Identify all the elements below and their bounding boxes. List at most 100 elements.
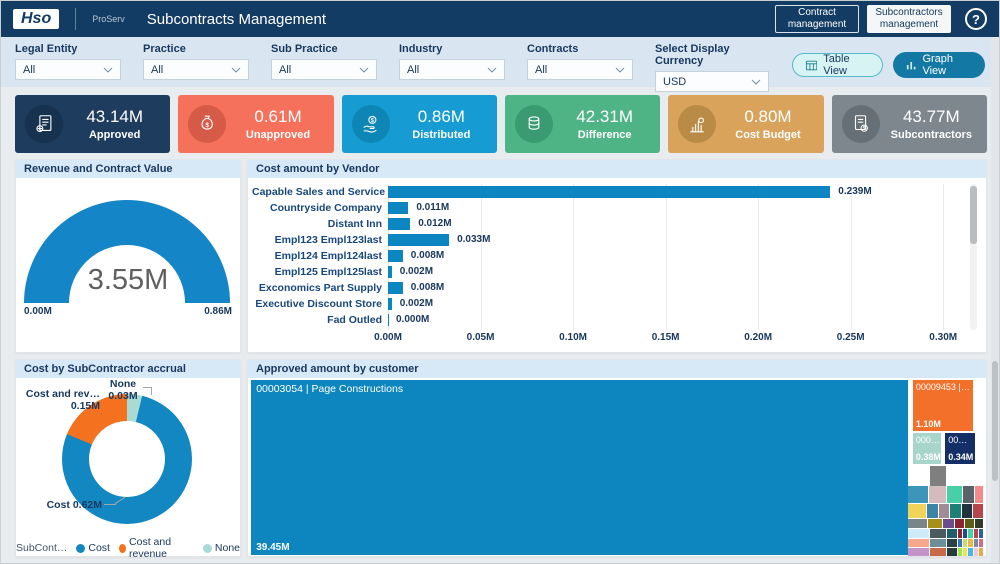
subcontractors-management-button[interactable]: Subcontractors management [867,5,951,33]
scrollbar-thumb[interactable] [970,186,977,244]
graph-view-button[interactable]: Graph View [893,52,985,78]
treemap-cell[interactable] [963,548,968,557]
treemap-cell[interactable] [973,504,983,518]
kpi-card-difference[interactable]: 42.31M Difference [504,95,661,153]
bar[interactable] [388,186,831,198]
treemap-cell[interactable] [968,529,973,538]
bar[interactable] [388,298,392,310]
treemap-cell[interactable]: 00… 0.34M [945,433,976,464]
table-view-button[interactable]: Table View [792,53,884,77]
treemap-cell[interactable] [958,529,963,538]
treemap-cell[interactable] [929,538,946,548]
treemap-cell[interactable] [973,538,978,548]
treemap-cell[interactable] [973,548,978,557]
panel-title: Cost amount by Vendor [248,160,986,178]
treemap-cell[interactable]: 00003054 | Page Constructions 39.45M [251,379,908,556]
callout-line [143,387,152,388]
bar[interactable] [388,250,403,262]
kpi-text: 43.14M Approved [69,107,160,141]
bar[interactable] [388,202,409,214]
treemap-cell[interactable] [968,548,973,557]
treemap-cell[interactable] [908,548,929,557]
treemap-cell[interactable] [908,529,929,538]
chevron-down-icon [231,67,241,73]
bar[interactable] [388,282,403,294]
treemap-cell[interactable] [978,529,983,538]
treemap-cell[interactable] [973,529,978,538]
treemap-cell[interactable] [908,485,928,504]
kpi-card-distributed[interactable]: $ 0.86M Distributed [341,95,497,153]
kpi-card-unapproved[interactable]: $ 0.61M Unapproved [178,95,334,153]
legend-item[interactable]: None [202,536,240,560]
treemap-cell-label: 00… [948,435,968,446]
treemap-cell[interactable] [950,504,961,518]
help-icon[interactable]: ? [965,8,987,30]
bar-value-label: 0.002M [399,266,434,277]
bar[interactable] [388,266,392,278]
legend-dot [76,543,86,553]
treemap-cell[interactable] [965,518,975,529]
treemap-cell[interactable] [958,538,963,548]
treemap-body: 00003054 | Page Constructions 39.45M 00009… [249,379,985,557]
treemap-cell[interactable] [974,485,983,504]
treemap-cell[interactable] [908,538,929,548]
treemap-cell[interactable] [928,485,946,504]
treemap-cell[interactable] [946,538,958,548]
bar-category-label: Exconomics Part Supply [258,282,382,294]
sub-practice-dropdown[interactable]: All [271,59,377,80]
treemap-cell[interactable] [978,548,983,557]
treemap-cell[interactable]: 00009453 |… 1.10M [912,379,974,431]
treemap-cell[interactable] [939,504,950,518]
treemap-cell[interactable] [929,548,946,557]
treemap-cell[interactable] [978,538,983,548]
bar[interactable] [388,218,411,230]
bar-category-label: Empl123 Empl123last [274,234,382,246]
page-scrollbar-thumb[interactable] [992,361,998,481]
kpi-card-cost-budget[interactable]: 0.80M Cost Budget [668,95,824,153]
currency-dropdown[interactable]: USD [655,71,769,92]
treemap-cell[interactable] [961,504,973,518]
kpi-card-approved[interactable]: 43.14M Approved [15,95,171,153]
treemap-mosaic-row [908,485,983,504]
contract-management-button[interactable]: Contract management [775,5,859,33]
kpi-label: Difference [577,129,632,141]
bar[interactable] [388,314,389,326]
filter-practice: Practice All [143,43,249,80]
treemap-cell[interactable] [946,529,958,538]
treemap-cell[interactable] [958,548,963,557]
treemap-cell[interactable] [908,504,927,518]
treemap-cell[interactable] [908,518,928,529]
kpi-value: 43.77M [902,107,960,126]
bar-row: Exconomics Part Supply 0.008M [252,280,958,296]
treemap-cell[interactable] [963,538,968,548]
treemap-cell[interactable] [975,518,983,529]
page-scrollbar[interactable] [991,37,999,563]
kpi-card-subcontractors[interactable]: $ 43.77M Subcontractors [831,95,987,153]
treemap-cell[interactable] [929,529,946,538]
treemap-cell[interactable] [954,518,965,529]
callout-cost-and-revenue: Cost and rev… 0.15M [16,388,100,412]
bar-value-label: 0.033M [457,234,491,245]
legend-item[interactable]: Cost [76,536,110,560]
treemap-cell[interactable] [962,485,974,504]
treemap-cell[interactable] [929,466,946,487]
treemap-cell[interactable]: 000… 0.38M [912,433,941,464]
practice-dropdown[interactable]: All [143,59,249,80]
treemap-cell[interactable] [927,504,939,518]
vertical-scrollbar[interactable] [970,184,977,330]
revenue-contract-value-panel: Revenue and Contract Value 3.55M 0.00M 0… [15,159,241,353]
treemap-cell[interactable] [928,518,943,529]
bar[interactable] [388,234,450,246]
treemap-cell[interactable] [963,529,968,538]
treemap-cell[interactable] [968,538,973,548]
legal-entity-dropdown[interactable]: All [15,59,121,80]
contracts-dropdown[interactable]: All [527,59,633,80]
kpi-label: Cost Budget [735,129,801,141]
donut-chart: None 0.03M Cost and rev… 0.15M Cost 0.62… [16,378,240,560]
treemap-cell[interactable] [946,485,962,504]
dropdown-value: All [535,63,548,76]
legend-item[interactable]: Cost and revenue [118,536,194,560]
treemap-cell[interactable] [943,518,954,529]
industry-dropdown[interactable]: All [399,59,505,80]
treemap-cell[interactable] [946,548,958,557]
